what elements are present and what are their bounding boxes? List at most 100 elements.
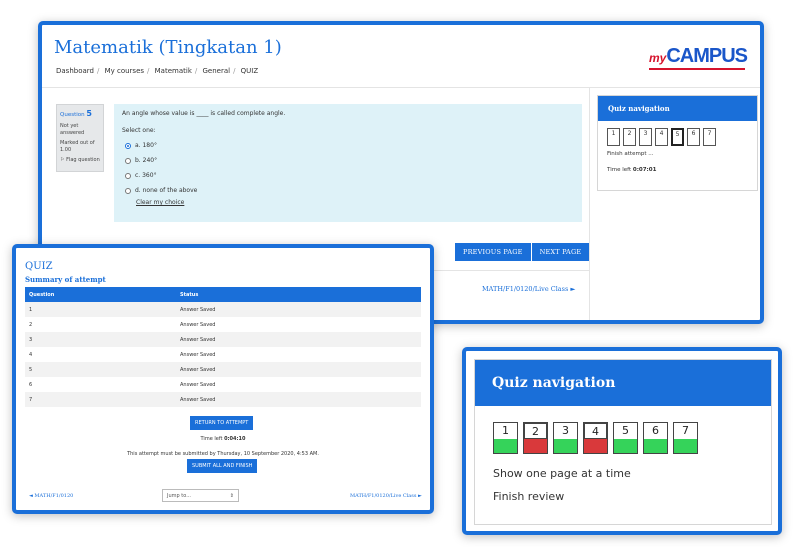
time-left-value: 0:07:01	[632, 167, 657, 173]
table-row: 5 Answer Saved	[25, 362, 421, 377]
result-indicator	[674, 439, 697, 453]
summary-panel: QUIZ Summary of attempt Question Status …	[12, 244, 434, 514]
question-number: 4	[584, 423, 607, 439]
question-number: 7	[682, 424, 689, 437]
radio-button[interactable]	[125, 157, 131, 164]
nav-question-2-incorrect[interactable]: 2	[523, 422, 548, 454]
radio-button[interactable]	[125, 142, 131, 149]
question-number: 1	[502, 424, 509, 437]
submit-all-button[interactable]: SUBMIT ALL AND FINISH	[187, 459, 258, 473]
radio-button[interactable]	[125, 172, 131, 179]
logo-my: my	[649, 51, 667, 65]
question-cell[interactable]: 7	[29, 396, 33, 403]
status-cell: Answer Saved	[180, 321, 216, 328]
status-cell: Answer Saved	[180, 381, 216, 388]
next-page-button[interactable]: NEXT PAGE	[531, 243, 590, 261]
answer-option-d[interactable]: d. none of the above	[122, 183, 574, 198]
breadcrumb-section[interactable]: General	[202, 67, 231, 75]
vertical-divider	[589, 87, 590, 320]
nav-question-7[interactable]: 7	[703, 128, 716, 146]
status-cell: Answer Saved	[180, 396, 216, 403]
finish-review-link[interactable]: Finish review	[493, 490, 565, 503]
table-row: 3 Answer Saved	[25, 332, 421, 347]
question-number: 5	[622, 424, 629, 437]
question-cell[interactable]: 5	[29, 366, 33, 373]
quiz-navigation-block: Quiz navigation 1 2 3 4 5 6 7 Show one page at…	[474, 359, 772, 525]
table-row: 1 Answer Saved	[25, 302, 421, 317]
result-indicator	[614, 439, 637, 453]
radio-button[interactable]	[125, 187, 131, 194]
page-buttons: PREVIOUS PAGE NEXT PAGE	[455, 243, 590, 261]
deadline-notice: This attempt must be submitted by Thursd…	[127, 451, 319, 457]
status-cell: Answer Saved	[180, 336, 216, 343]
nav-question-5-current[interactable]: 5	[671, 128, 684, 146]
column-status: Status	[180, 291, 199, 298]
nav-question-3[interactable]: 3	[639, 128, 652, 146]
logo-campus: CAMPUS	[666, 45, 748, 67]
table-row: 4 Answer Saved	[25, 347, 421, 362]
nav-question-4-incorrect[interactable]: 4	[583, 422, 608, 454]
previous-activity-link[interactable]: ◄ MATH/F1/0120	[29, 493, 74, 499]
question-cell[interactable]: 4	[29, 351, 33, 358]
question-cell[interactable]: 2	[29, 321, 33, 328]
quiz-navigation-block: Quiz navigation 1 2 3 4 5 6 7 Finish att…	[597, 95, 758, 191]
nav-question-6-correct[interactable]: 6	[643, 422, 668, 454]
nav-question-7-correct[interactable]: 7	[673, 422, 698, 454]
answer-option-a[interactable]: a. 180°	[122, 138, 574, 153]
next-activity-link[interactable]: MATH/F1/0120/Live Class ►	[482, 285, 576, 293]
summary-title: Summary of attempt	[25, 275, 106, 284]
question-number: Question 5	[60, 109, 92, 118]
result-indicator	[554, 439, 577, 453]
quiz-title: QUIZ	[25, 261, 53, 272]
nav-question-6[interactable]: 6	[687, 128, 700, 146]
question-nav-buttons: 1 2 3 4 5 6 7	[475, 406, 771, 454]
page-title: Matematik (Tingkatan 1)	[54, 37, 282, 58]
jump-to-select[interactable]: Jump to... ⇕	[162, 489, 239, 502]
breadcrumb-my-courses[interactable]: My courses	[104, 67, 145, 75]
answer-option-b[interactable]: b. 240°	[122, 153, 574, 168]
quiz-navigation-title: Quiz navigation	[598, 96, 757, 121]
nav-question-2[interactable]: 2	[623, 128, 636, 146]
show-one-page-link[interactable]: Show one page at a time	[493, 467, 631, 480]
result-indicator	[494, 439, 517, 453]
flag-question[interactable]: ⚐ Flag question	[60, 156, 100, 163]
question-cell[interactable]: 6	[29, 381, 33, 388]
finish-attempt-link[interactable]: Finish attempt ...	[607, 151, 654, 157]
nav-question-4[interactable]: 4	[655, 128, 668, 146]
mycampus-logo: myCAMPUS	[649, 45, 748, 70]
summary-table: Question Status 1 Answer Saved 2 Answer Sav…	[25, 287, 421, 407]
return-to-attempt-button[interactable]: RETURN TO ATTEMPT	[190, 416, 254, 430]
status-cell: Answer Saved	[180, 351, 216, 358]
table-row: 2 Answer Saved	[25, 317, 421, 332]
answer-option-c[interactable]: c. 360°	[122, 168, 574, 183]
breadcrumb-quiz[interactable]: QUIZ	[240, 67, 259, 75]
review-navigation-panel: Quiz navigation 1 2 3 4 5 6 7 Show one page at…	[462, 347, 782, 535]
quiz-navigation-title: Quiz navigation	[475, 360, 771, 406]
breadcrumb-course[interactable]: Matematik	[154, 67, 192, 75]
breadcrumb-dashboard[interactable]: Dashboard	[56, 67, 94, 75]
nav-question-3-correct[interactable]: 3	[553, 422, 578, 454]
clear-choice-link[interactable]: Clear my choice	[136, 199, 185, 206]
nav-question-1[interactable]: 1	[607, 128, 620, 146]
table-header: Question Status	[25, 287, 421, 302]
result-indicator	[524, 439, 547, 453]
question-cell[interactable]: 3	[29, 336, 33, 343]
question-number: 6	[652, 424, 659, 437]
chevron-updown-icon: ⇕	[229, 493, 234, 499]
previous-page-button[interactable]: PREVIOUS PAGE	[455, 243, 531, 261]
nav-question-5-correct[interactable]: 5	[613, 422, 638, 454]
question-cell[interactable]: 1	[29, 306, 33, 313]
question-marks: Marked out of 1.00	[60, 139, 95, 153]
next-activity-link[interactable]: MATH/F1/0120/Live Class ►	[350, 493, 422, 499]
breadcrumb: Dashboard / My courses / Matematik / Genera…	[56, 67, 259, 75]
time-left-value: 0:04:10	[224, 436, 246, 442]
table-row: 6 Answer Saved	[25, 377, 421, 392]
question-number: 3	[562, 424, 569, 437]
header-divider	[42, 87, 760, 88]
nav-question-1-correct[interactable]: 1	[493, 422, 518, 454]
column-question: Question	[29, 291, 55, 298]
result-indicator	[584, 439, 607, 453]
question-text: An angle whose value is ____ is called c…	[122, 110, 286, 117]
select-one-label: Select one:	[122, 127, 156, 134]
status-cell: Answer Saved	[180, 366, 216, 373]
